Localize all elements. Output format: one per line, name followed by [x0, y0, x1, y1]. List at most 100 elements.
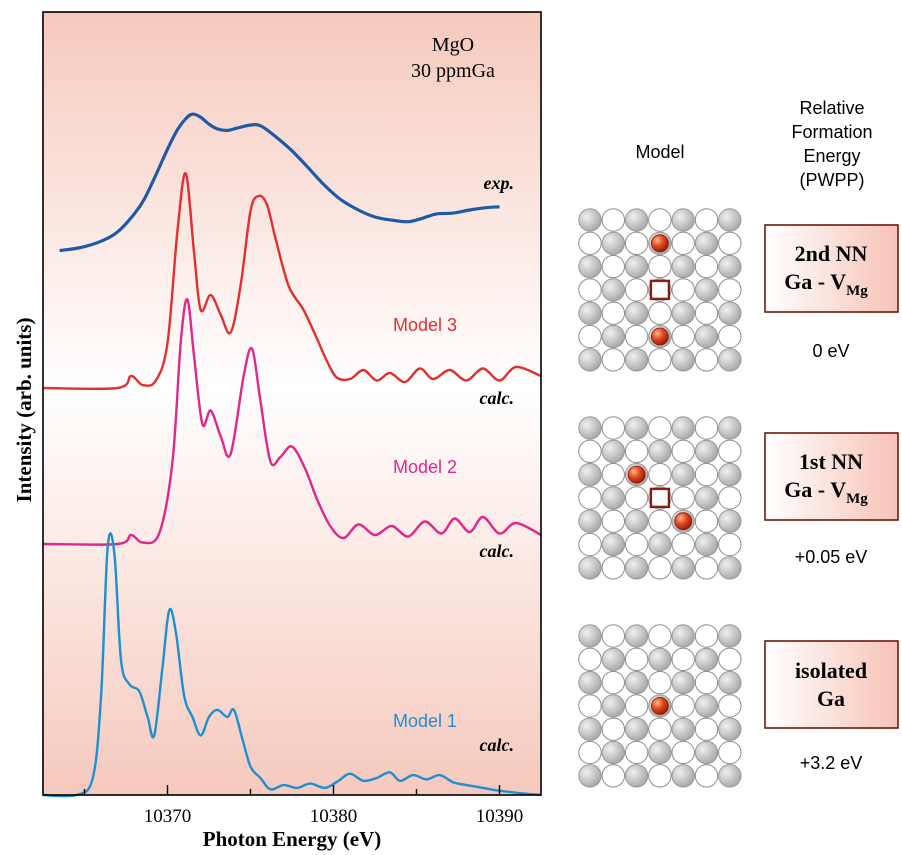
- mg-atom: [694, 486, 719, 510]
- o-atom: [601, 717, 625, 741]
- mg-atom: [624, 670, 649, 695]
- o-atom: [648, 348, 672, 372]
- o-atom: [671, 231, 695, 256]
- series-name-model1: Model 1: [393, 711, 457, 731]
- mg-atom: [624, 416, 649, 440]
- energy-value-1st-nn: +0.05 eV: [795, 547, 868, 567]
- model-header: Model: [635, 142, 684, 162]
- o-atom: [718, 439, 742, 463]
- lattice-2nd-nn: [578, 208, 742, 372]
- mg-atom: [578, 670, 602, 695]
- mg-atom: [578, 764, 602, 788]
- o-atom: [694, 416, 719, 440]
- y-axis-label: Intensity (arb. units): [12, 318, 36, 503]
- o-atom: [694, 348, 719, 372]
- mg-atom: [694, 647, 719, 671]
- mg-atom: [718, 348, 742, 372]
- o-atom: [648, 301, 672, 325]
- mg-atom: [718, 624, 742, 648]
- mg-atom: [671, 717, 695, 741]
- mg-atom: [601, 278, 625, 302]
- o-atom: [718, 740, 742, 765]
- mg-atom: [578, 301, 602, 325]
- annotation-line2: 30 ppmGa: [411, 60, 495, 82]
- mg-atom: [624, 509, 649, 533]
- mg-atom: [718, 764, 742, 788]
- mg-atom: [601, 740, 625, 765]
- o-atom: [718, 324, 742, 349]
- mg-atom: [671, 670, 695, 695]
- mg-atom: [578, 208, 602, 232]
- o-atom: [624, 694, 649, 718]
- mg-atom: [578, 624, 602, 648]
- o-atom: [648, 670, 672, 695]
- o-atom: [624, 647, 649, 671]
- series-label-exp: exp.: [484, 173, 515, 193]
- o-atom: [671, 439, 695, 463]
- mg-atom: [694, 439, 719, 463]
- o-atom: [694, 509, 719, 533]
- mg-atom: [578, 509, 602, 533]
- series-name-model3: Model 3: [393, 315, 457, 335]
- mg-atom: [601, 486, 625, 510]
- o-atom: [601, 462, 625, 487]
- o-atom: [694, 254, 719, 279]
- series-line-model2: [42, 298, 542, 546]
- o-atom: [718, 532, 742, 557]
- o-atom: [671, 324, 695, 349]
- model-box-1st-nn-line2: Ga - VMg: [784, 477, 868, 507]
- energy-header-line3: Energy: [803, 146, 860, 166]
- lattice-site: [648, 486, 672, 510]
- mg-atom: [694, 324, 719, 349]
- series-line-model1: [42, 532, 542, 798]
- mg-atom: [601, 532, 625, 557]
- o-atom: [624, 486, 649, 510]
- o-atom: [671, 694, 695, 718]
- o-atom: [578, 324, 602, 349]
- o-atom: [694, 556, 719, 580]
- mg-atom: [578, 348, 602, 372]
- x-tick-label: 10380: [310, 806, 358, 827]
- mg-atom: [624, 348, 649, 372]
- mg-atom: [671, 624, 695, 648]
- mg-atom: [671, 254, 695, 279]
- o-atom: [694, 462, 719, 487]
- o-atom: [648, 764, 672, 788]
- mg-atom: [694, 694, 719, 718]
- o-atom: [694, 301, 719, 325]
- o-atom: [648, 416, 672, 440]
- mg-atom: [624, 208, 649, 232]
- o-atom: [624, 231, 649, 256]
- o-atom: [694, 717, 719, 741]
- o-atom: [624, 324, 649, 349]
- plot-background: [43, 12, 541, 795]
- x-tick-label: 10370: [144, 806, 192, 827]
- o-atom: [648, 462, 672, 487]
- o-atom: [694, 670, 719, 695]
- series-line-model3: [42, 172, 542, 391]
- x-axis-ticks: 10370 10380 10390: [83, 785, 523, 827]
- o-atom: [694, 624, 719, 648]
- mg-atom: [671, 462, 695, 487]
- series-label-model1: calc.: [480, 735, 514, 755]
- mg-atom: [718, 301, 742, 325]
- o-atom: [671, 486, 695, 510]
- o-atom: [624, 439, 649, 463]
- o-atom: [718, 694, 742, 718]
- mg-atom: [718, 717, 742, 741]
- mg-atom: [578, 717, 602, 741]
- mg-atom: [648, 740, 672, 765]
- o-atom: [718, 278, 742, 302]
- lattice-1st-nn: [578, 416, 742, 580]
- o-atom: [601, 556, 625, 580]
- o-atom: [648, 254, 672, 279]
- mg-atom: [624, 717, 649, 741]
- o-atom: [601, 509, 625, 533]
- mg-atom: [601, 694, 625, 718]
- o-atom: [578, 740, 602, 765]
- mg-atom: [718, 416, 742, 440]
- vacancy-marker: [649, 487, 671, 509]
- o-atom: [601, 208, 625, 232]
- o-atom: [671, 740, 695, 765]
- o-atom: [601, 348, 625, 372]
